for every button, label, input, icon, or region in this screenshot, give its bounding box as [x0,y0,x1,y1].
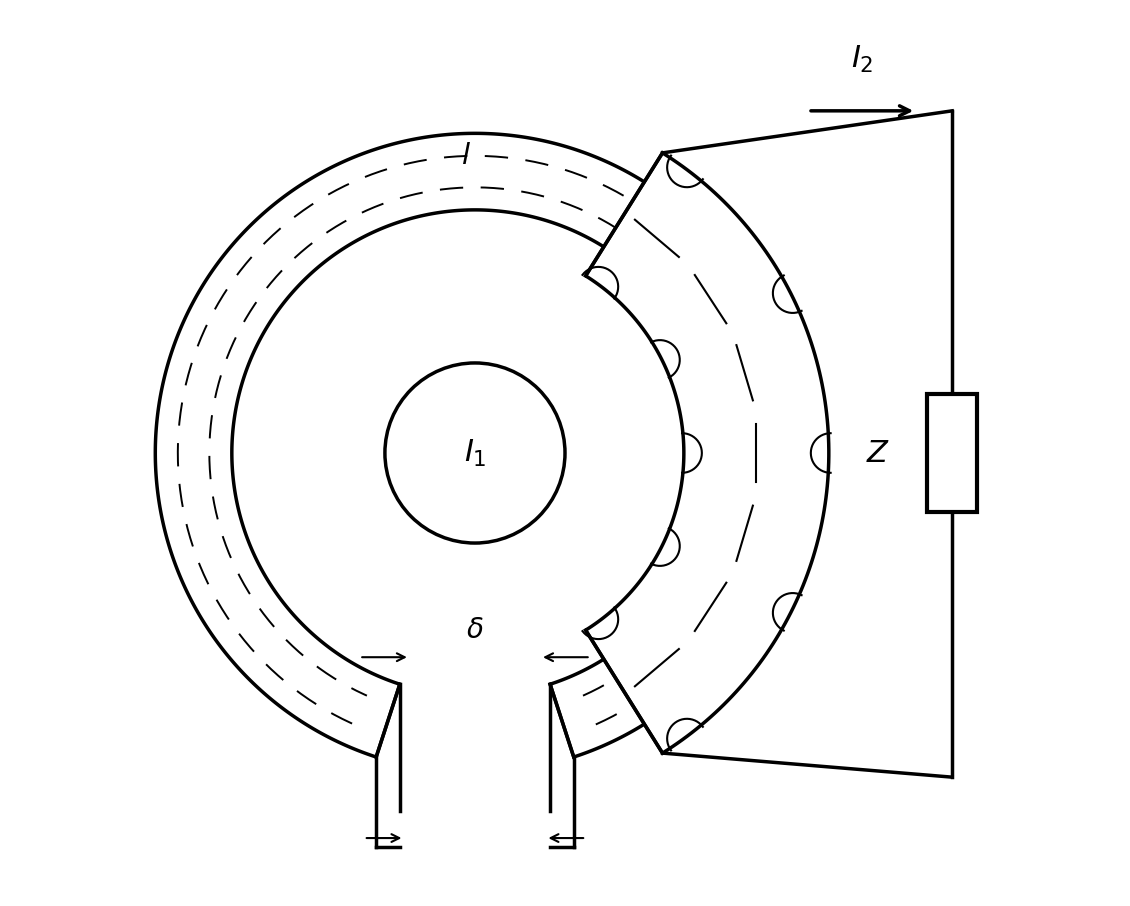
Text: $l$: $l$ [461,142,471,170]
Circle shape [385,363,565,543]
Text: $I_1$: $I_1$ [463,438,486,468]
Bar [928,394,977,512]
Polygon shape [585,153,828,753]
Polygon shape [155,133,794,757]
Text: $Z$: $Z$ [866,438,890,468]
Text: $\delta$: $\delta$ [466,617,484,643]
Text: $I_2$: $I_2$ [851,43,873,75]
